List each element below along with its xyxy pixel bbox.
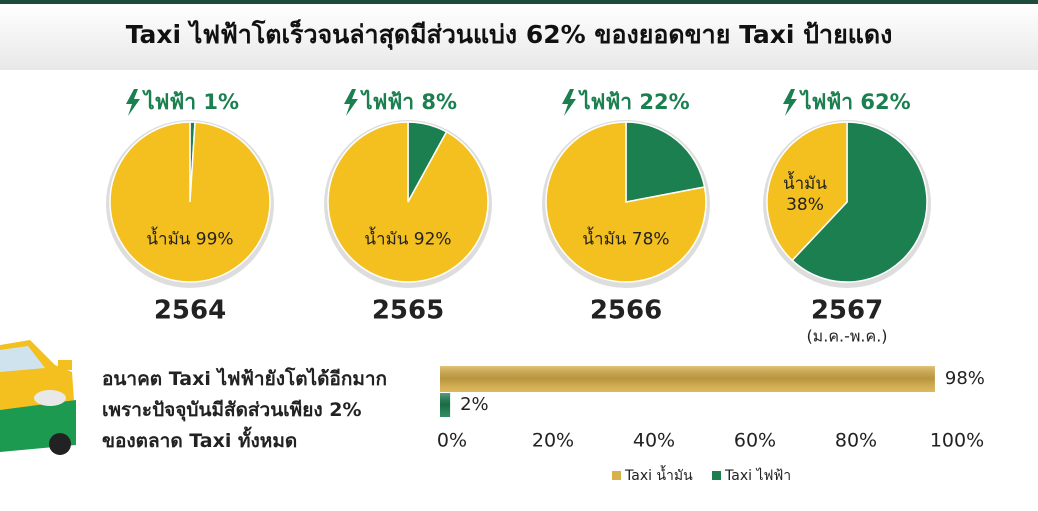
bar-shade [440,393,451,417]
x-tick-label: 0% [437,430,467,452]
oil-label: น้ำมัน 78% [582,229,670,250]
x-tick-label: 80% [835,430,877,452]
electric-label: ไฟฟ้า 62% [799,89,911,114]
year-subtitle: (ม.ค.-พ.ค.) [806,327,887,346]
title: Taxi ไฟฟ้าโตเร็วจนล่าสุดมีส่วนแบ่ง 62% ข… [126,19,893,51]
year-label: 2565 [372,296,444,326]
pie-slice [625,121,706,203]
pie-slice [109,121,271,283]
bar-shade [440,366,935,392]
taxi-icon [0,340,76,455]
year-label: 2567 [811,296,883,326]
header-bg [0,4,1038,70]
annotation: อนาคต Taxi ไฟฟ้ายังโตได้อีกมาก [102,368,388,390]
x-tick-label: 20% [532,430,574,452]
bolt-icon [562,89,576,116]
bolt-icon [783,89,797,116]
annotation: ของตลาด Taxi ทั้งหมด [102,430,298,452]
value-label: 2% [460,394,489,415]
electric-label: ไฟฟ้า 1% [142,89,239,114]
bolt-icon [126,89,140,116]
electric-label: ไฟฟ้า 22% [578,89,690,114]
oil-label: น้ำมัน 38% [783,173,827,215]
year-label: 2564 [154,296,226,326]
top-bar [0,0,1038,4]
x-tick-label: 40% [633,430,675,452]
oil-label: น้ำมัน 92% [364,229,452,250]
legend-label: Taxi น้ำมัน [624,465,693,484]
pie-slice [791,121,928,283]
year-label: 2566 [590,296,662,326]
legend-swatch [612,471,621,480]
legend-swatch [712,471,721,480]
electric-label: ไฟฟ้า 8% [360,89,457,114]
pie-slice [766,121,848,262]
value-label: 98% [945,368,985,389]
x-tick-label: 100% [930,430,984,452]
x-tick-label: 60% [734,430,776,452]
bolt-icon [344,89,358,116]
pie-slice [545,121,707,283]
annotation: เพราะปัจจุบันมีสัดส่วนเพียง 2% [102,399,362,421]
legend-label: Taxi ไฟฟ้า [724,467,791,484]
pie-slice [327,121,489,283]
oil-label: น้ำมัน 99% [146,229,234,250]
